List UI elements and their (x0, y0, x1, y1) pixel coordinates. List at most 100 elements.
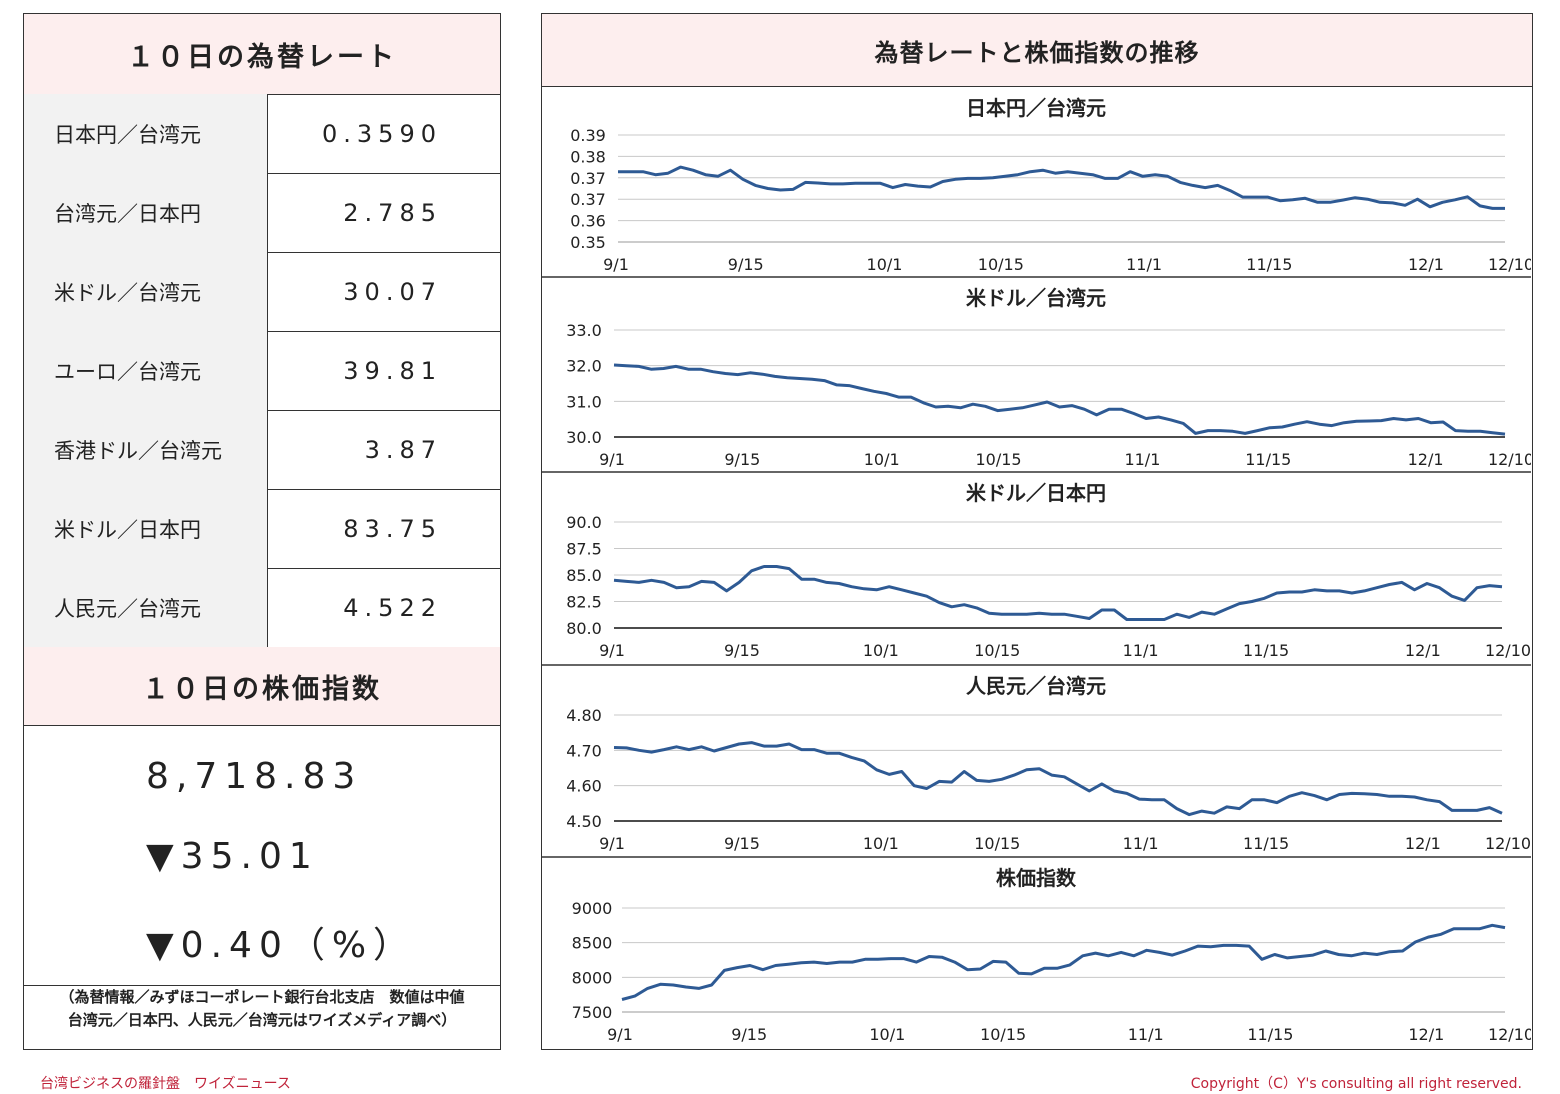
y-tick-label: 4.80 (566, 706, 602, 725)
footer-brand: 台湾ビジネスの羅針盤 ワイズニュース (40, 1076, 291, 1092)
chart-title: 日本円／台湾元 (966, 96, 1106, 120)
rate-value: 30.07 (343, 277, 442, 306)
x-tick-label: 11/1 (1123, 641, 1159, 660)
chart-title: 米ドル／日本円 (966, 481, 1106, 505)
x-tick-label: 9/1 (599, 450, 625, 469)
x-tick-label: 11/15 (1245, 450, 1291, 469)
x-tick-label: 11/1 (1128, 1025, 1164, 1044)
x-tick-label: 9/15 (731, 1025, 767, 1044)
y-tick-label: 80.0 (566, 619, 602, 638)
source-note-line2: 台湾元／日本円、人民元／台湾元はワイズメディア調べ） (67, 1011, 457, 1029)
x-tick-label: 10/1 (863, 834, 899, 853)
charts-title: 為替レートと株価指数の推移 (542, 14, 1532, 87)
rate-value: 4.522 (343, 593, 442, 622)
rate-row: 米ドル／日本円 83.75 (24, 489, 500, 569)
rate-value: 83.75 (343, 514, 442, 543)
rate-label: 香港ドル／台湾元 (24, 410, 268, 489)
index-title: １０日の株価指数 (24, 647, 500, 726)
footer-copyright: Copyright（C）Y's consulting all right res… (1190, 1076, 1522, 1092)
x-tick-label: 12/10 (1488, 255, 1531, 274)
source-note-line1: （為替情報／みずほコーポレート銀行台北支店 数値は中値 (59, 988, 465, 1006)
series-line (621, 923, 1506, 1001)
y-tick-label: 4.70 (566, 741, 602, 760)
x-tick-label: 11/15 (1243, 641, 1289, 660)
x-tick-label: 10/15 (976, 450, 1022, 469)
index-change: ▼35.01 (146, 836, 319, 877)
rate-row: 米ドル／台湾元 30.07 (24, 252, 500, 332)
rate-value: 0.3590 (322, 119, 442, 148)
y-tick-label: 8500 (572, 934, 613, 953)
x-tick-label: 9/15 (724, 834, 760, 853)
index-value: 8,718.83 (146, 756, 363, 797)
x-tick-label: 9/15 (724, 641, 760, 660)
x-tick-label: 12/10 (1488, 450, 1531, 469)
y-tick-label: 87.5 (566, 540, 602, 559)
x-tick-label: 12/1 (1408, 1025, 1444, 1044)
rate-row: ユーロ／台湾元 39.81 (24, 331, 500, 411)
x-tick-label: 10/15 (980, 1025, 1026, 1044)
rate-row: 人民元／台湾元 4.522 (24, 568, 500, 648)
x-tick-label: 12/10 (1485, 834, 1531, 853)
rates-title: １０日の為替レート (24, 14, 500, 95)
x-tick-label: 11/1 (1126, 255, 1162, 274)
rate-value: 3.87 (364, 435, 442, 464)
chart-panel: 人民元／台湾元 4.80 4.70 4.60 4.50 9/1 9/15 10/1 10/15 1… (542, 664, 1531, 853)
rate-row: 台湾元／日本円 2.785 (24, 173, 500, 253)
y-tick-label: 0.39 (570, 126, 606, 145)
y-tick-label: 85.0 (566, 566, 602, 585)
x-tick-label: 9/1 (603, 255, 629, 274)
y-tick-label: 32.0 (566, 357, 602, 376)
rate-label: 米ドル／台湾元 (24, 252, 268, 331)
left-panel: １０日の為替レート 日本円／台湾元 0.3590 台湾元／日本円 2.785 米… (23, 13, 501, 1050)
right-panel: 為替レートと株価指数の推移 日本円／台湾元 0.39 0.38 0.37 0.37 0.3… (541, 13, 1533, 1050)
x-tick-label: 10/1 (863, 641, 899, 660)
y-tick-label: 0.37 (570, 190, 606, 209)
rate-value: 2.785 (343, 198, 442, 227)
x-tick-label: 10/1 (869, 1025, 905, 1044)
chart-title: 米ドル／台湾元 (966, 286, 1106, 310)
series-line (613, 565, 1503, 621)
chart-title: 株価指数 (996, 866, 1077, 890)
x-tick-label: 10/15 (974, 834, 1020, 853)
y-tick-label: 0.37 (570, 169, 606, 188)
x-tick-label: 9/1 (607, 1025, 633, 1044)
rate-label: ユーロ／台湾元 (24, 331, 268, 410)
y-tick-label: 7500 (572, 1003, 613, 1022)
rate-label: 人民元／台湾元 (24, 568, 268, 647)
x-tick-label: 11/1 (1123, 834, 1159, 853)
rate-label: 台湾元／日本円 (24, 173, 268, 252)
x-tick-label: 10/15 (978, 255, 1024, 274)
index-change-pct: ▼0.40（%） (146, 925, 417, 966)
chart-panel: 日本円／台湾元 0.39 0.38 0.37 0.37 0.36 0.35 9/1 9/15 10… (570, 96, 1531, 274)
x-tick-label: 12/10 (1488, 1025, 1531, 1044)
x-tick-label: 11/15 (1246, 255, 1292, 274)
y-tick-label: 4.50 (566, 812, 602, 831)
x-tick-label: 12/1 (1408, 450, 1444, 469)
x-tick-label: 11/15 (1247, 1025, 1293, 1044)
y-tick-label: 9000 (572, 899, 613, 918)
x-tick-label: 10/1 (864, 450, 900, 469)
x-tick-label: 12/1 (1405, 834, 1441, 853)
rate-label: 米ドル／日本円 (24, 489, 268, 568)
x-tick-label: 9/15 (724, 450, 760, 469)
rate-row: 香港ドル／台湾元 3.87 (24, 410, 500, 490)
x-tick-label: 10/15 (974, 641, 1020, 660)
x-tick-label: 9/1 (599, 641, 625, 660)
chart-panel: 米ドル／日本円 90.0 87.5 85.0 82.5 80.0 9/1 9/15 10/1 10… (542, 471, 1531, 660)
x-tick-label: 11/1 (1124, 450, 1160, 469)
y-tick-label: 8000 (572, 968, 613, 987)
series-line (613, 741, 1503, 817)
y-tick-label: 33.0 (566, 321, 602, 340)
x-tick-label: 12/1 (1408, 255, 1444, 274)
series-line (613, 363, 1506, 436)
y-tick-label: 31.0 (566, 392, 602, 411)
charts-area: 日本円／台湾元 0.39 0.38 0.37 0.37 0.36 0.35 9/1 9/15 10… (542, 96, 1531, 1044)
rate-value: 39.81 (343, 356, 442, 385)
y-tick-label: 4.60 (566, 777, 602, 796)
series-line (618, 165, 1505, 210)
chart-panel: 米ドル／台湾元 33.0 32.0 31.0 30.0 9/1 9/15 10/1 10/15 1… (542, 276, 1531, 469)
y-tick-label: 0.38 (570, 147, 606, 166)
x-tick-label: 12/1 (1405, 641, 1441, 660)
rate-row: 日本円／台湾元 0.3590 (24, 94, 500, 174)
rate-label: 日本円／台湾元 (24, 94, 268, 173)
